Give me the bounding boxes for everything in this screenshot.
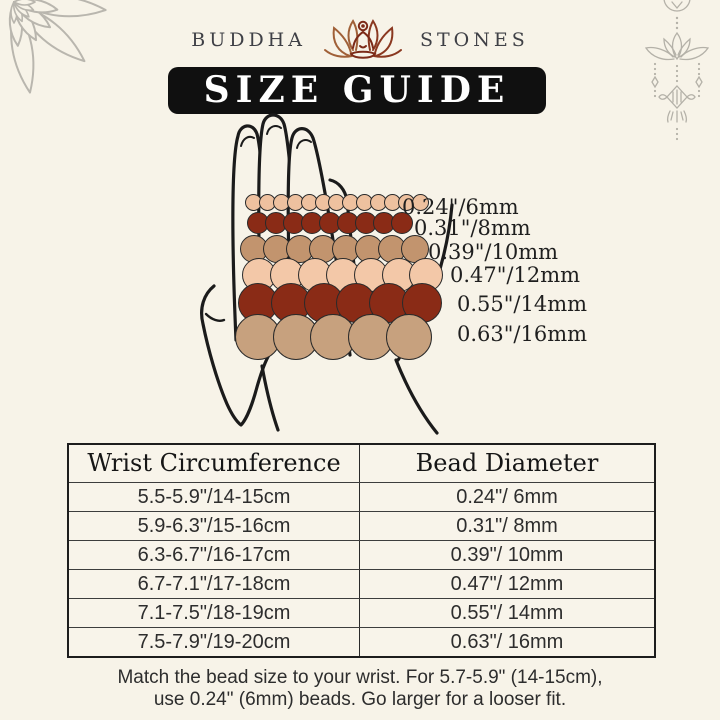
wrist-line [394,358,439,435]
fit-note-line1: Match the bead size to your wrist. For 5… [117,667,603,688]
wrist-circumference-cell: 6.7-7.1"/17-18cm [69,570,360,598]
bracelet-16mm [235,314,432,360]
column-header-wrist: Wrist Circumference [69,445,360,482]
bead [391,212,413,234]
bead-size-label: 0.31"/8mm [414,216,531,240]
table-header-row: Wrist Circumference Bead Diameter [69,445,654,483]
brand-logo: BUDDHA [0,19,720,60]
table-row: 6.3-6.7"/16-17cm 0.39"/ 10mm [69,541,654,570]
fit-note-line2: use 0.24" (6mm) beads. Go larger for a l… [153,689,567,710]
thumb-crease [204,312,226,322]
table-row: 7.1-7.5"/18-19cm 0.55"/ 14mm [69,599,654,628]
bead-diameter-cell: 0.47"/ 12mm [450,573,564,595]
fingernail [296,139,312,149]
brand-name-right: STONES [419,29,529,51]
wrist-circumference-cell: 6.3-6.7"/16-17cm [69,541,360,569]
mandala-decoration-icon [8,0,107,94]
fit-note: Match the bead size to your wrist. For 5… [0,667,720,711]
wrist-circumference-cell: 5.5-5.9"/14-15cm [69,483,360,511]
bead-diameter-cell: 0.63"/ 16mm [450,631,564,653]
table-row: 5.9-6.3"/15-16cm 0.31"/ 8mm [69,512,654,541]
banner-title: SIZE GUIDE [203,69,511,111]
wrist-circumference-cell: 7.5-7.9"/19-20cm [69,628,360,656]
bead [411,194,429,211]
thumb [200,284,271,427]
lotus-meditation-icon [323,19,402,59]
fingernail [240,135,255,147]
bead-size-label: 0.63"/16mm [457,322,588,346]
bracelet-6mm [245,194,429,211]
table-body: 5.5-5.9"/14-15cm 0.24"/ 6mm 5.9-6.3"/15-… [69,483,654,656]
brand-name-left: BUDDHA [191,29,306,51]
bead-size-label: 0.39"/10mm [428,240,559,264]
wrist-line [260,364,280,432]
bead-size-label: 0.24"/6mm [402,195,519,219]
fingernail [266,125,282,135]
bead-diameter-cell: 0.39"/ 10mm [450,544,564,566]
table-row: 5.5-5.9"/14-15cm 0.24"/ 6mm [69,483,654,512]
wrist-circumference-cell: 5.9-6.3"/15-16cm [69,512,360,540]
size-table: Wrist Circumference Bead Diameter 5.5-5.… [67,443,656,658]
column-header-bead: Bead Diameter [415,449,599,477]
table-row: 7.5-7.9"/19-20cm 0.63"/ 16mm [69,628,654,656]
bead-size-label: 0.55"/14mm [457,292,588,316]
bead-size-label: 0.47"/12mm [450,263,581,287]
wrist-circumference-cell: 7.1-7.5"/18-19cm [69,599,360,627]
bead-diameter-cell: 0.55"/ 14mm [450,602,564,624]
lotus-hanging-ornament-icon [644,0,710,141]
bead [385,314,432,360]
bracelet-8mm [247,212,413,234]
table-row: 6.7-7.1"/17-18cm 0.47"/ 12mm [69,570,654,599]
size-guide-banner: SIZE GUIDE [168,67,546,114]
bead-diameter-cell: 0.24"/ 6mm [456,486,558,508]
bead-diameter-cell: 0.31"/ 8mm [456,515,558,537]
